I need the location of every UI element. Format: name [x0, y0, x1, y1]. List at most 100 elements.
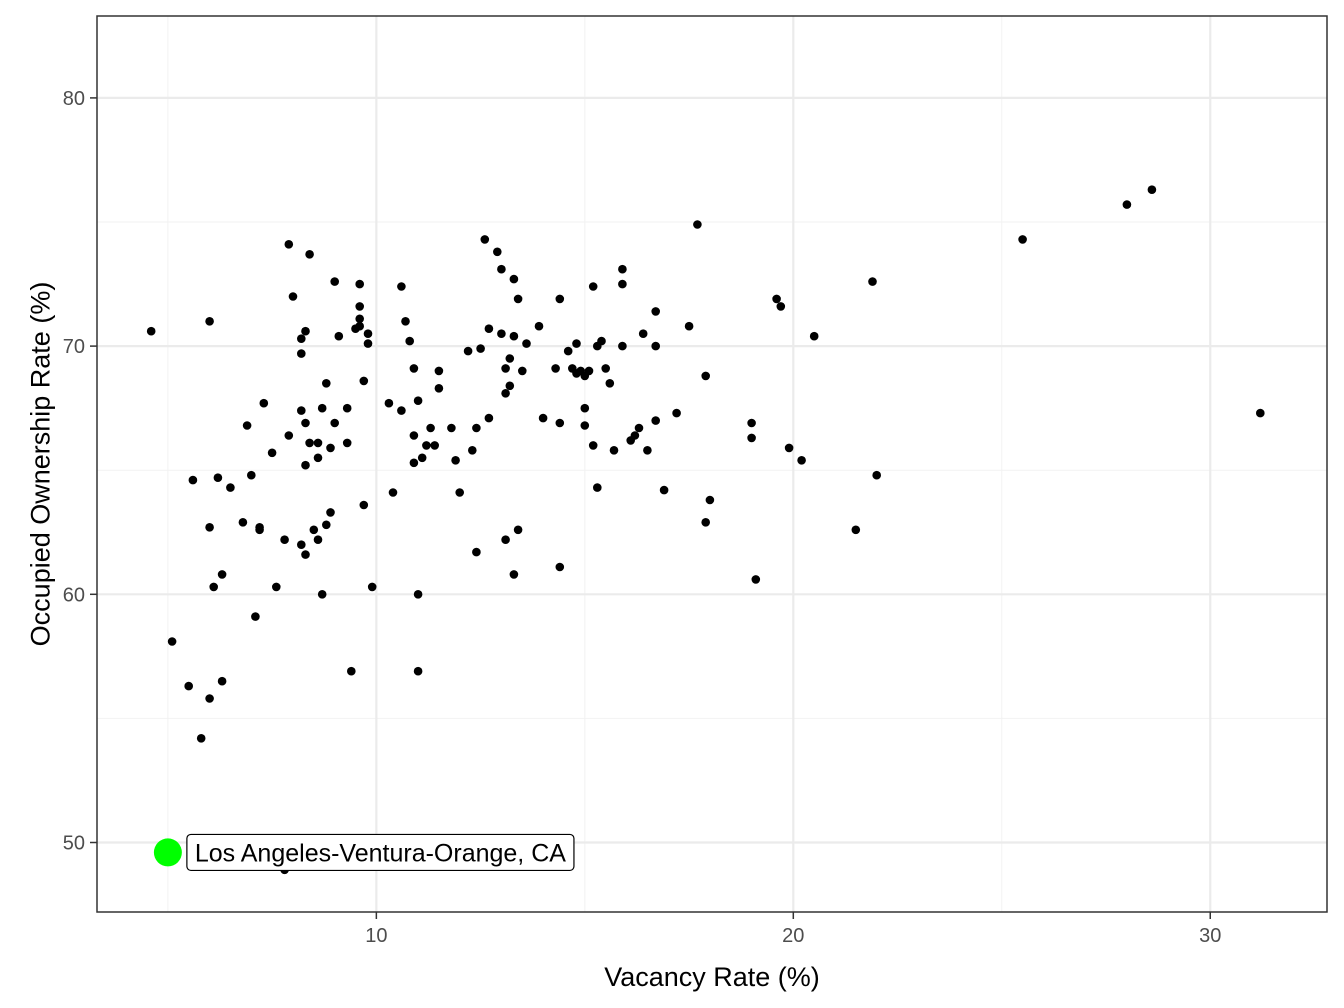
- data-point: [322, 520, 331, 530]
- data-point: [397, 406, 406, 415]
- data-point: [447, 423, 456, 433]
- data-point: [313, 438, 323, 448]
- data-point: [247, 470, 256, 480]
- data-point: [430, 441, 440, 450]
- data-point: [555, 418, 565, 428]
- data-point: [513, 525, 523, 535]
- data-point: [809, 331, 819, 341]
- data-point: [484, 324, 494, 334]
- data-point: [580, 403, 590, 413]
- data-point: [326, 508, 335, 517]
- data-point: [651, 307, 660, 316]
- highlight-point: [153, 838, 182, 867]
- data-point: [701, 518, 710, 527]
- data-point: [313, 453, 323, 463]
- data-point: [284, 240, 294, 249]
- data-point: [367, 582, 377, 592]
- data-point: [659, 485, 669, 495]
- data-point: [468, 446, 477, 455]
- y-axis: 50 60 70 80: [63, 88, 97, 855]
- data-point: [355, 314, 365, 324]
- data-point: [593, 483, 602, 492]
- data-point: [347, 666, 356, 676]
- data-point: [413, 666, 423, 676]
- data-point: [305, 250, 314, 259]
- data-point: [747, 433, 756, 443]
- data-point: [784, 443, 794, 453]
- data-point: [597, 336, 606, 346]
- data-point: [205, 317, 214, 326]
- data-point: [480, 235, 490, 244]
- data-point: [505, 381, 515, 391]
- y-axis-title: Occupied Ownership Rate (%): [25, 282, 55, 647]
- data-point: [342, 438, 352, 448]
- data-point: [493, 247, 502, 257]
- data-point: [397, 282, 406, 291]
- data-point: [643, 446, 652, 455]
- data-point: [472, 547, 481, 557]
- data-point: [534, 321, 544, 331]
- data-point: [455, 488, 465, 497]
- x-tick-label: 10: [365, 925, 387, 947]
- data-point: [505, 354, 515, 363]
- data-point: [255, 523, 264, 532]
- data-point: [288, 292, 298, 301]
- minor-gridlines: [97, 16, 1327, 912]
- data-point: [538, 413, 548, 423]
- data-point: [409, 458, 419, 468]
- data-point: [618, 264, 627, 274]
- data-point: [297, 334, 306, 344]
- data-point: [776, 302, 786, 311]
- data-point: [205, 694, 214, 703]
- data-point: [605, 379, 615, 388]
- data-point: [472, 423, 481, 433]
- data-point: [409, 431, 419, 440]
- data-point: [326, 443, 335, 453]
- data-point: [272, 582, 281, 592]
- data-point: [213, 473, 223, 483]
- data-point: [463, 346, 473, 356]
- data-point: [747, 418, 756, 428]
- x-axis: 10 20 30: [365, 912, 1221, 947]
- data-point: [634, 423, 644, 433]
- data-point: [384, 398, 394, 408]
- data-point: [422, 441, 431, 450]
- data-point: [476, 344, 485, 353]
- data-point: [584, 366, 594, 376]
- data-point: [601, 364, 610, 373]
- data-point: [618, 341, 627, 351]
- data-point: [434, 366, 444, 376]
- data-point: [301, 326, 310, 336]
- data-point: [772, 294, 781, 304]
- data-point: [196, 734, 206, 743]
- data-point: [551, 364, 560, 373]
- data-point: [434, 384, 444, 393]
- data-point: [405, 336, 415, 346]
- data-point: [1018, 235, 1027, 244]
- data-point: [355, 279, 365, 289]
- data-point: [580, 421, 590, 430]
- data-point: [868, 277, 877, 286]
- data-point: [317, 403, 327, 413]
- data-point: [872, 470, 881, 480]
- data-point: [313, 535, 323, 544]
- data-point: [484, 413, 494, 423]
- data-point: [426, 423, 435, 433]
- highlight-label-box: [186, 833, 575, 872]
- data-point: [259, 398, 269, 408]
- data-point: [342, 403, 352, 413]
- data-point: [588, 441, 598, 450]
- data-point: [651, 416, 660, 425]
- data-point: [301, 550, 310, 559]
- y-tick-label: 70: [63, 336, 85, 358]
- data-point: [451, 456, 460, 465]
- data-point: [226, 483, 235, 492]
- data-point: [518, 366, 527, 376]
- data-point: [409, 364, 419, 373]
- data-point: [701, 371, 710, 381]
- data-point: [588, 282, 598, 291]
- data-point: [297, 406, 306, 415]
- data-point: [242, 421, 252, 430]
- data-point: [251, 612, 260, 621]
- data-point: [1256, 408, 1265, 418]
